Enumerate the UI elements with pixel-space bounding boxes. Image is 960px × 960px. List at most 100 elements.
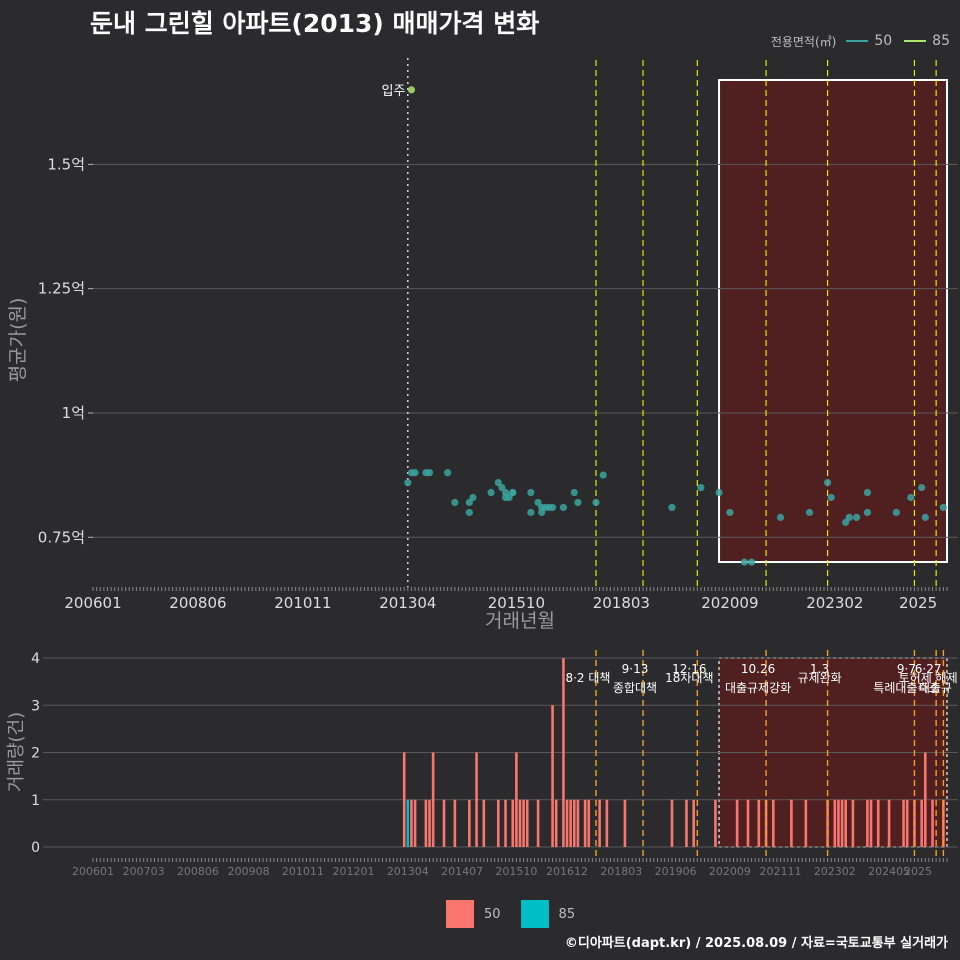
volume-bar-50 <box>605 799 609 847</box>
price-point-50 <box>740 558 748 566</box>
legend-label-85: 85 <box>932 33 950 49</box>
volume-bar-50 <box>569 799 572 847</box>
x-tick-label: 200806 <box>177 865 219 878</box>
legend-bottom-label-50: 50 <box>484 906 501 922</box>
volume-bar-50 <box>840 799 844 847</box>
price-point-50 <box>465 498 473 507</box>
volume-bar-50 <box>869 799 873 847</box>
x-tick-label: 202009 <box>701 594 758 612</box>
price-point-50 <box>726 508 734 517</box>
x-tick-label: 200601 <box>64 594 121 612</box>
volume-bar-50 <box>453 799 457 847</box>
price-point-50 <box>845 513 853 521</box>
price-point-50 <box>823 478 832 487</box>
policy-date-label: 9·13 <box>622 662 649 676</box>
x-tick-label: 200703 <box>123 865 165 878</box>
volume-bar-50 <box>692 799 695 847</box>
price-point-50 <box>907 493 915 502</box>
x-tick-label: 201510 <box>488 594 545 612</box>
volume-bar-50 <box>551 705 554 847</box>
price-point-50 <box>892 508 900 517</box>
x-tick-label: 202111 <box>760 865 802 878</box>
price-point-50 <box>827 493 835 502</box>
volume-bar-50 <box>413 799 417 847</box>
x-tick-label: 202302 <box>806 594 863 612</box>
price-point-50 <box>527 488 535 497</box>
legend-title: 전용면적(㎡) <box>770 34 837 49</box>
volume-bar-50 <box>468 799 471 847</box>
price-point-50 <box>534 498 542 507</box>
volume-bar-50 <box>522 799 525 847</box>
volume-bar-50 <box>804 799 808 847</box>
x-tick-label: 200601 <box>72 865 114 878</box>
volume-bar-50 <box>525 799 529 847</box>
volume-bar-50 <box>746 799 750 847</box>
price-point-50 <box>592 498 600 507</box>
price-point-50 <box>469 493 477 502</box>
price-point-50 <box>863 488 871 497</box>
volume-bar-50 <box>851 799 855 847</box>
price-point-50 <box>599 471 607 479</box>
volume-bar-50 <box>576 799 580 847</box>
x-tick-label: 2025 <box>899 594 937 612</box>
x-tick-label: 200908 <box>228 865 270 878</box>
volume-bar-50 <box>511 799 515 847</box>
volume-bar-50 <box>833 799 837 847</box>
price-point-50 <box>451 498 459 507</box>
legend-label-50: 50 <box>874 33 893 49</box>
volume-bar-50 <box>931 799 934 847</box>
volume-bar-50 <box>844 799 847 847</box>
x-tick-label: 201011 <box>274 594 331 612</box>
price-point-50 <box>852 513 861 521</box>
policy-date-label: 6·27 <box>915 662 942 676</box>
x-tick-label: 201304 <box>387 865 429 878</box>
volume-bar-50 <box>670 799 674 847</box>
volume-bar-50 <box>714 799 717 847</box>
volume-bar-50 <box>685 799 688 847</box>
x-tick-label: 201510 <box>495 865 537 878</box>
volume-bar-50 <box>475 752 478 847</box>
price-point-50 <box>487 488 495 497</box>
price-point-50 <box>444 469 452 477</box>
price-point-50 <box>494 478 502 487</box>
price-point-50 <box>411 469 419 477</box>
price-point-50 <box>548 503 557 512</box>
volume-bar-50 <box>837 799 840 847</box>
legend-top: 전용면적(㎡) 50 85 <box>771 31 950 51</box>
policy-date-label: 1.3 <box>810 662 829 676</box>
y-tick-label: 0.75억 <box>38 528 85 546</box>
price-point-85 <box>407 86 416 94</box>
x-tick-label: 202405 <box>868 865 910 878</box>
y-tick-label: 1.25억 <box>38 280 85 298</box>
x-tick-label: 201407 <box>441 865 483 878</box>
highlight-range-box <box>718 79 949 563</box>
volume-bar-50 <box>565 799 569 847</box>
volume-bar-50 <box>431 752 435 847</box>
volume-bar-50 <box>757 799 761 847</box>
volume-bar-50 <box>410 799 413 847</box>
y-tick-label: 0 <box>31 840 40 856</box>
y-axis-label: 평균가(원) <box>7 298 29 383</box>
y-tick-label: 1억 <box>62 404 85 422</box>
price-point-50 <box>697 483 705 492</box>
price-point-50 <box>842 518 850 526</box>
price-point-50 <box>527 508 535 517</box>
volume-bar-50 <box>504 799 507 847</box>
volume-bar-50 <box>424 799 428 847</box>
price-point-50 <box>570 488 578 497</box>
volume-bar-50 <box>572 799 576 847</box>
price-point-50 <box>501 488 510 497</box>
x-axis-label: 거래년월 <box>485 610 555 632</box>
policy-name-label: 대출규제강화 <box>725 681 791 695</box>
y-tick-label: 2 <box>31 746 40 762</box>
volume-bar-50 <box>923 752 927 847</box>
price-point-50 <box>776 513 785 521</box>
legend-box-50 <box>446 900 474 928</box>
y-tick-label: 3 <box>31 698 40 714</box>
volume-bar-50 <box>482 799 486 847</box>
volume-bar-50 <box>583 799 587 847</box>
price-point-50 <box>559 503 568 512</box>
volume-bar-50 <box>790 799 793 847</box>
volume-bar-50 <box>623 799 627 847</box>
x-tick-label: 202009 <box>709 865 751 878</box>
